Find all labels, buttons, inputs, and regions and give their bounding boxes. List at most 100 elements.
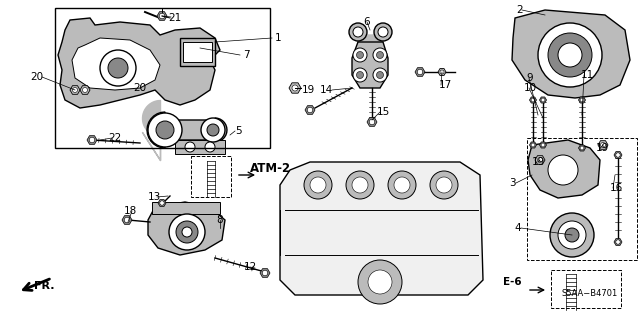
Text: 11: 11 [580,70,594,80]
Circle shape [531,143,535,147]
Text: 5: 5 [235,126,241,136]
Circle shape [565,228,579,242]
Polygon shape [540,97,547,103]
Circle shape [124,217,130,223]
Circle shape [374,23,392,41]
Polygon shape [614,152,622,158]
Circle shape [292,85,298,91]
Circle shape [376,71,383,78]
Circle shape [558,221,586,249]
Polygon shape [438,68,446,76]
Polygon shape [352,42,388,88]
Polygon shape [535,156,545,164]
Polygon shape [355,35,385,42]
Text: 8: 8 [217,215,223,225]
Text: 3: 3 [509,178,515,188]
Circle shape [310,177,326,193]
Text: 13: 13 [147,192,161,202]
Circle shape [159,13,164,19]
Polygon shape [80,86,90,94]
Text: 18: 18 [124,206,136,216]
Text: 10: 10 [524,83,536,93]
Circle shape [148,113,182,147]
Bar [180,38,215,66]
Circle shape [100,50,136,86]
Text: 7: 7 [243,50,250,60]
Circle shape [356,71,364,78]
Text: 9: 9 [527,73,533,83]
Text: E-6: E-6 [502,277,522,287]
Circle shape [369,119,375,125]
Circle shape [373,68,387,82]
Polygon shape [148,202,225,255]
Circle shape [550,213,594,257]
Circle shape [207,124,219,136]
Circle shape [352,177,368,193]
Circle shape [538,157,543,163]
Text: 19: 19 [301,85,315,95]
Text: 12: 12 [243,262,257,272]
Circle shape [378,27,388,37]
Circle shape [156,121,174,139]
Circle shape [353,68,367,82]
Text: 21: 21 [168,13,182,23]
Bar [551,270,621,308]
Circle shape [201,118,225,142]
Circle shape [108,58,128,78]
Circle shape [169,214,205,250]
Text: 19: 19 [531,157,545,167]
Circle shape [182,227,192,237]
Polygon shape [367,118,377,126]
Polygon shape [415,68,425,76]
Polygon shape [529,97,536,103]
Bar [152,202,220,214]
Text: 16: 16 [609,183,623,193]
Polygon shape [528,140,600,198]
Text: ATM-2: ATM-2 [250,162,291,174]
Polygon shape [157,12,167,20]
Circle shape [83,87,88,92]
Circle shape [304,171,332,199]
Circle shape [436,177,452,193]
Circle shape [185,142,195,152]
Polygon shape [540,142,547,148]
Circle shape [376,52,383,59]
Text: 15: 15 [376,107,390,117]
Polygon shape [72,38,160,90]
Text: 20: 20 [133,83,147,93]
Polygon shape [598,141,608,149]
Text: 22: 22 [108,133,122,143]
Circle shape [349,23,367,41]
Polygon shape [529,142,536,148]
Bar [183,42,212,62]
Text: 1: 1 [275,33,282,43]
Circle shape [307,107,313,113]
Circle shape [353,48,367,62]
Circle shape [356,52,364,59]
Circle shape [616,153,620,157]
Text: S5AA−B4701: S5AA−B4701 [562,289,618,298]
Circle shape [580,146,584,150]
Circle shape [373,48,387,62]
Text: 6: 6 [364,17,371,27]
Text: 2: 2 [516,5,524,15]
Circle shape [580,98,584,102]
Circle shape [160,201,164,205]
Circle shape [89,137,95,143]
Circle shape [394,177,410,193]
Polygon shape [614,238,622,245]
Polygon shape [147,112,227,148]
Polygon shape [512,10,630,98]
Polygon shape [289,83,301,93]
Polygon shape [70,86,80,94]
Bar [527,138,637,260]
Circle shape [541,143,545,147]
Circle shape [388,171,416,199]
Bar [191,156,231,197]
Text: FR.: FR. [34,281,54,291]
Circle shape [531,98,535,102]
Circle shape [538,23,602,87]
Circle shape [346,171,374,199]
Text: 19: 19 [595,143,609,153]
Circle shape [548,155,578,185]
